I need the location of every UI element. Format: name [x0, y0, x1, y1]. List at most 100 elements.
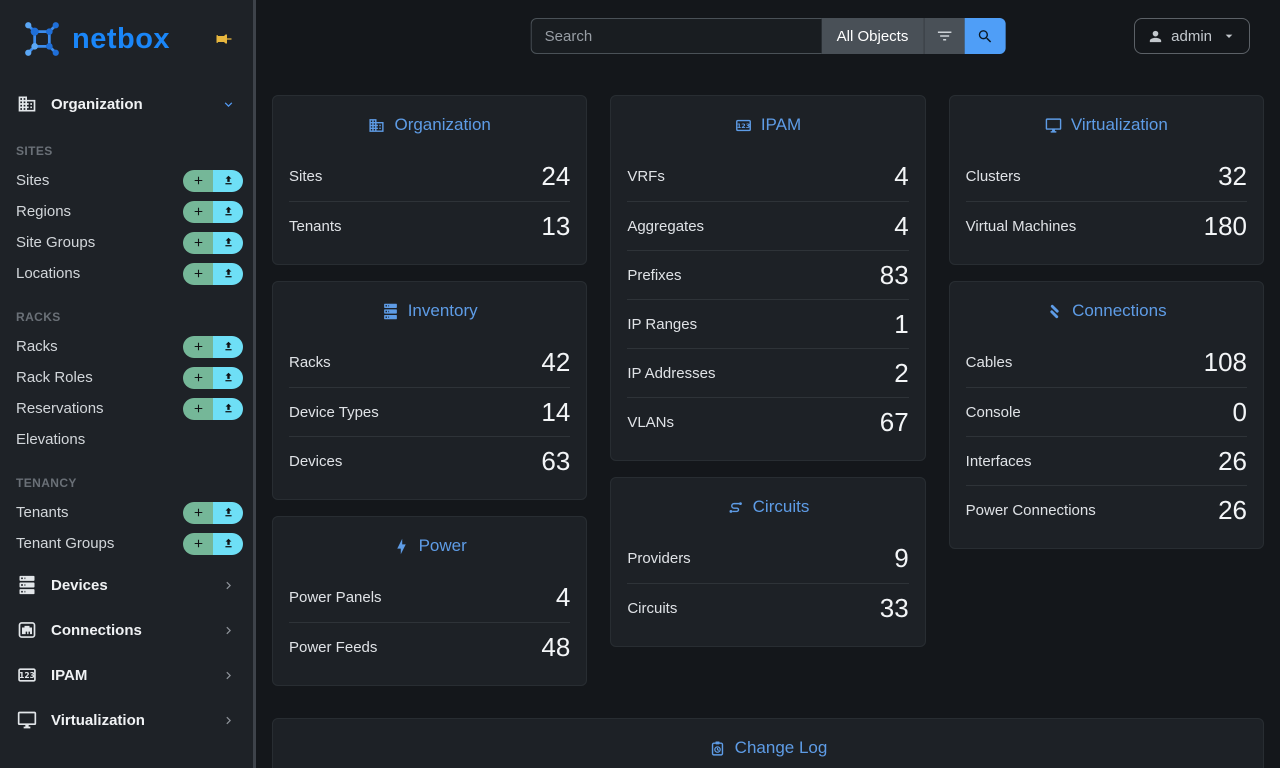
logo-text: netbox	[72, 22, 171, 55]
stat-value[interactable]: 42	[541, 347, 571, 377]
add-button[interactable]	[183, 335, 213, 358]
sidebar-link-label: Sites	[16, 172, 50, 189]
stat-value[interactable]: 108	[1203, 347, 1247, 377]
menu-item-label: Virtualization	[51, 711, 145, 729]
stat-value[interactable]: 4	[555, 582, 571, 612]
sidebar-item-devices[interactable]: Devices	[8, 566, 245, 604]
sidebar-link-reservations[interactable]: Reservations	[0, 393, 253, 424]
import-button[interactable]	[213, 397, 243, 420]
sidebar-link-rack-roles[interactable]: Rack Roles	[0, 362, 253, 393]
stat-value[interactable]: 63	[541, 445, 571, 476]
stat-value[interactable]: 26	[1218, 445, 1247, 476]
stat-label[interactable]: Prefixes	[627, 266, 682, 284]
stat-label[interactable]: Device Types	[289, 403, 379, 421]
card-title-inventory[interactable]: Inventory	[289, 292, 570, 338]
stat-value[interactable]: 24	[541, 161, 571, 191]
stat-label[interactable]: IP Addresses	[627, 364, 716, 382]
changelog-card-title[interactable]: Change Log	[289, 729, 1247, 768]
card-title-virtualization[interactable]: Virtualization	[966, 106, 1247, 152]
stat-value[interactable]: 2	[894, 357, 909, 388]
stat-label[interactable]: Clusters	[965, 168, 1021, 185]
stat-value[interactable]: 48	[541, 631, 571, 662]
search-button[interactable]	[964, 18, 1006, 54]
stat-label[interactable]: Power Connections	[965, 501, 1096, 519]
stat-label[interactable]: VLANs	[627, 413, 675, 431]
stat-value[interactable]: 0	[1232, 396, 1247, 427]
sidebar-link-racks[interactable]: Racks	[0, 331, 253, 362]
sidebar-link-regions[interactable]: Regions	[0, 196, 253, 227]
stat-row-virtual-machines: Virtual Machines 180	[965, 201, 1247, 250]
add-button[interactable]	[183, 397, 213, 420]
search-input[interactable]	[530, 18, 822, 54]
sidebar-link-tenants[interactable]: Tenants	[0, 497, 253, 528]
sidebar-link-site-groups[interactable]: Site Groups	[0, 227, 253, 258]
pin-sidebar-button[interactable]	[213, 28, 235, 50]
stat-value[interactable]: 83	[879, 259, 909, 290]
netbox-logo[interactable]: netbox	[20, 17, 170, 61]
import-button[interactable]	[213, 169, 243, 192]
dashboard-columns: Organization Sites 24 Tenants 13 Invento…	[272, 95, 1264, 686]
add-button[interactable]	[183, 262, 213, 285]
import-button[interactable]	[213, 262, 243, 285]
sidebar-item-connections[interactable]: Connections	[8, 611, 245, 649]
sidebar-link-elevations[interactable]: Elevations	[0, 424, 253, 455]
stat-value[interactable]: 4	[894, 210, 909, 241]
add-button[interactable]	[183, 532, 213, 555]
stat-label[interactable]: Devices	[289, 452, 343, 470]
stat-value[interactable]: 67	[879, 406, 909, 437]
import-button[interactable]	[213, 501, 243, 524]
import-button[interactable]	[213, 231, 243, 254]
sidebar-item-ipam[interactable]: 123 IPAM	[8, 656, 245, 694]
netbox-logo-icon	[25, 22, 59, 56]
stat-label[interactable]: Virtual Machines	[965, 217, 1077, 235]
stat-label[interactable]: Circuits	[627, 599, 678, 617]
stat-label[interactable]: Power Feeds	[289, 638, 378, 656]
add-button[interactable]	[183, 501, 213, 524]
stat-label[interactable]: Providers	[627, 550, 691, 567]
stat-value[interactable]: 26	[1218, 494, 1247, 525]
import-button[interactable]	[213, 335, 243, 358]
sidebar-link-locations[interactable]: Locations	[0, 258, 253, 289]
add-button[interactable]	[183, 200, 213, 223]
stat-label[interactable]: Sites	[289, 168, 323, 185]
import-button[interactable]	[213, 200, 243, 223]
stat-value[interactable]: 180	[1203, 210, 1247, 241]
stat-value[interactable]: 33	[879, 592, 909, 623]
stat-label[interactable]: Console	[965, 403, 1021, 421]
stat-value[interactable]: 13	[541, 210, 571, 241]
import-button[interactable]	[213, 532, 243, 555]
stat-label[interactable]: VRFs	[627, 168, 665, 185]
stat-label[interactable]: Racks	[289, 354, 331, 371]
sidebar-item-organization[interactable]: Organization	[8, 85, 245, 123]
stat-label[interactable]: Aggregates	[627, 217, 705, 235]
stat-value[interactable]: 32	[1218, 161, 1247, 191]
user-menu-button[interactable]: admin	[1134, 18, 1250, 54]
search-scope-dropdown[interactable]: All Objects	[821, 18, 924, 54]
upload-icon	[224, 206, 232, 216]
card-title-power[interactable]: Power	[289, 527, 570, 573]
stat-label[interactable]: IP Ranges	[627, 315, 698, 333]
stat-value[interactable]: 4	[894, 161, 909, 191]
sidebar-link-tenant-groups[interactable]: Tenant Groups	[0, 528, 253, 559]
add-button[interactable]	[183, 169, 213, 192]
sidebar-link-sites[interactable]: Sites	[0, 165, 253, 196]
card-title-connections[interactable]: Connections	[966, 292, 1247, 338]
card-title-organization[interactable]: Organization	[289, 106, 570, 152]
dashboard-column: 123 IPAM VRFs 4 Aggregates 4 Prefixes 83	[610, 95, 926, 647]
stat-label[interactable]: Cables	[965, 354, 1013, 371]
card-title-ipam[interactable]: 123 IPAM	[627, 106, 908, 152]
stat-value[interactable]: 1	[894, 308, 909, 339]
sidebar-item-virtualization[interactable]: Virtualization	[8, 701, 245, 739]
add-button[interactable]	[183, 366, 213, 389]
card-title-circuits[interactable]: Circuits	[627, 488, 908, 534]
add-button[interactable]	[183, 231, 213, 254]
import-button[interactable]	[213, 366, 243, 389]
stat-label[interactable]: Power Panels	[289, 589, 382, 606]
stat-label[interactable]: Tenants	[289, 217, 342, 235]
stat-value[interactable]: 9	[894, 543, 909, 573]
stat-label[interactable]: Interfaces	[965, 452, 1032, 470]
filter-button[interactable]	[923, 18, 965, 54]
menu-item-label: Connections	[51, 621, 142, 639]
stat-value[interactable]: 14	[541, 396, 571, 427]
sidebar-link-label: Regions	[16, 203, 72, 220]
